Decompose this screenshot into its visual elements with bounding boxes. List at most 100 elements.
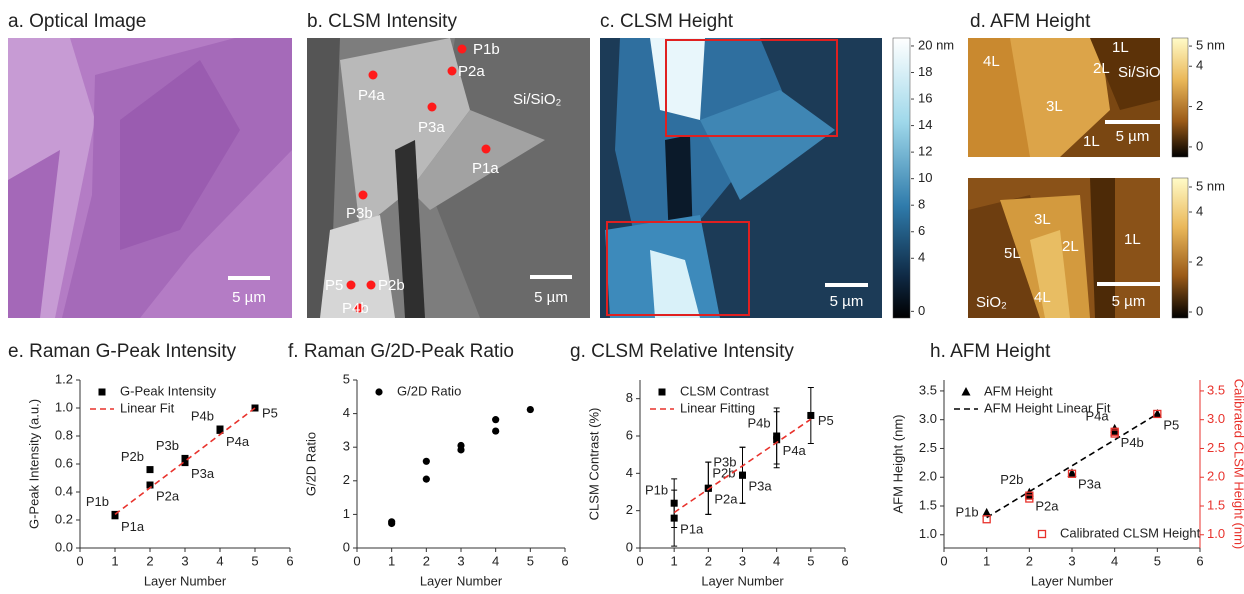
colorbar-tick-label: 2 bbox=[1196, 98, 1203, 113]
legend-label: G/2D Ratio bbox=[397, 383, 461, 398]
data-point bbox=[492, 427, 499, 434]
data-point bbox=[527, 406, 534, 413]
y-tick-label: 0 bbox=[343, 539, 350, 554]
x-tick-label: 3 bbox=[457, 553, 464, 568]
image-label: 4L bbox=[1034, 289, 1051, 306]
colorbar-tick-label: 4 bbox=[1196, 203, 1203, 218]
y-tick-label: 2.5 bbox=[919, 440, 937, 455]
image-label: P1a bbox=[472, 160, 499, 177]
y-tick-label: 6 bbox=[626, 427, 633, 442]
point-label: P2a bbox=[714, 492, 738, 507]
x-tick-label: 4 bbox=[773, 553, 780, 568]
panel-title: c. CLSM Height bbox=[600, 11, 734, 32]
colorbar-tick-label: 2 bbox=[1196, 253, 1203, 268]
figure: a. Optical Imageb. CLSM Intensityc. CLSM… bbox=[0, 0, 1244, 594]
y2-tick-label: 2.5 bbox=[1207, 440, 1225, 455]
point-label: P3a bbox=[191, 466, 215, 481]
colorbar-tick-label: 4 bbox=[1196, 58, 1203, 73]
legend-label: AFM Height Linear Fit bbox=[984, 400, 1111, 415]
point-label: P4a bbox=[226, 434, 250, 449]
x-axis-label: Layer Number bbox=[1031, 573, 1114, 588]
y-tick-label: 1.5 bbox=[919, 497, 937, 512]
point-label: P4b bbox=[191, 408, 214, 423]
point-label: P3a bbox=[1078, 477, 1102, 492]
y2-tick-label: 2.0 bbox=[1207, 469, 1225, 484]
y-axis-label: AFM Height (nm) bbox=[890, 415, 905, 514]
image-label: P5 bbox=[325, 277, 343, 294]
chart-title: g. CLSM Relative Intensity bbox=[570, 341, 794, 362]
colorbar-tick-label: 18 bbox=[918, 64, 932, 79]
probe-point bbox=[347, 281, 356, 290]
image-label: 3L bbox=[1034, 211, 1051, 228]
colorbar-tick-label: 0 bbox=[1196, 303, 1203, 318]
y-axis-label: G/2D Ratio bbox=[303, 432, 318, 496]
scale-bar-label: 5 µm bbox=[830, 293, 864, 310]
legend-label: Linear Fitting bbox=[680, 400, 755, 415]
x-tick-label: 5 bbox=[251, 553, 258, 568]
x-tick-label: 4 bbox=[1111, 553, 1118, 568]
y-axis-label: CLSM Contrast (%) bbox=[586, 408, 601, 521]
x-tick-label: 4 bbox=[216, 553, 223, 568]
x-tick-label: 5 bbox=[527, 553, 534, 568]
image-label: P3a bbox=[418, 119, 445, 136]
x-tick-label: 3 bbox=[739, 553, 746, 568]
y-tick-label: 8 bbox=[626, 390, 633, 405]
data-point bbox=[147, 466, 154, 473]
data-point bbox=[671, 515, 678, 522]
chart: e. Raman G-Peak Intensity01234560.00.20.… bbox=[8, 341, 294, 588]
scale-bar-label: 5 µm bbox=[1112, 293, 1146, 310]
data-point bbox=[423, 476, 430, 483]
x-tick-label: 1 bbox=[111, 553, 118, 568]
probe-point bbox=[369, 71, 378, 80]
legend-swatch bbox=[962, 387, 971, 396]
point-label: P4b bbox=[748, 415, 771, 430]
chart-title: e. Raman G-Peak Intensity bbox=[8, 341, 237, 362]
x-tick-label: 3 bbox=[1068, 553, 1075, 568]
data-point bbox=[423, 458, 430, 465]
data-point bbox=[492, 416, 499, 423]
point-label: P1b bbox=[956, 504, 979, 519]
y-tick-label: 0.6 bbox=[55, 455, 73, 470]
colorbar-tick-label: 6 bbox=[918, 223, 925, 238]
x-tick-label: 0 bbox=[353, 553, 360, 568]
x-tick-label: 0 bbox=[940, 553, 947, 568]
legend-swatch bbox=[659, 389, 666, 396]
image-label: 1L bbox=[1124, 231, 1141, 248]
image-label: 4L bbox=[983, 53, 1000, 70]
point-label: P5 bbox=[818, 413, 834, 428]
image-label: P4a bbox=[358, 87, 385, 104]
data-point bbox=[457, 446, 464, 453]
y-tick-label: 2.0 bbox=[919, 469, 937, 484]
legend-label: G-Peak Intensity bbox=[120, 383, 217, 398]
y-tick-label: 1.0 bbox=[55, 399, 73, 414]
y-axis-label: G-Peak Intensity (a.u.) bbox=[26, 399, 41, 529]
x-tick-label: 3 bbox=[181, 553, 188, 568]
image-label: Si/SiO₂ bbox=[1118, 64, 1167, 81]
legend-label: Calibrated CLSM Height bbox=[1060, 525, 1201, 540]
y2-tick-label: 3.0 bbox=[1207, 411, 1225, 426]
y-tick-label: 0.8 bbox=[55, 427, 73, 442]
colorbar-tick-label: 20 nm bbox=[918, 37, 954, 52]
colorbar-tick-label: 0 bbox=[1196, 138, 1203, 153]
probe-point bbox=[428, 103, 437, 112]
panel-title: d. AFM Height bbox=[970, 11, 1091, 32]
x-axis-label: Layer Number bbox=[144, 573, 227, 588]
point-label: P1b bbox=[86, 494, 109, 509]
point-label: P3b bbox=[156, 438, 179, 453]
x-tick-label: 6 bbox=[841, 553, 848, 568]
legend-label: AFM Height bbox=[984, 383, 1053, 398]
y-tick-label: 3.0 bbox=[919, 411, 937, 426]
image-label: 1L bbox=[1083, 133, 1100, 150]
point-label: P1a bbox=[680, 522, 704, 537]
x-tick-label: 6 bbox=[286, 553, 293, 568]
image-label: P2a bbox=[458, 63, 485, 80]
data-point bbox=[739, 472, 746, 479]
x-tick-label: 1 bbox=[983, 553, 990, 568]
fit-line bbox=[987, 414, 1158, 518]
x-tick-label: 2 bbox=[423, 553, 430, 568]
point-label: P2b bbox=[121, 449, 144, 464]
y2-tick-label: 1.0 bbox=[1207, 526, 1225, 541]
probe-point bbox=[367, 281, 376, 290]
y-tick-label: 2 bbox=[343, 472, 350, 487]
x-tick-label: 1 bbox=[388, 553, 395, 568]
